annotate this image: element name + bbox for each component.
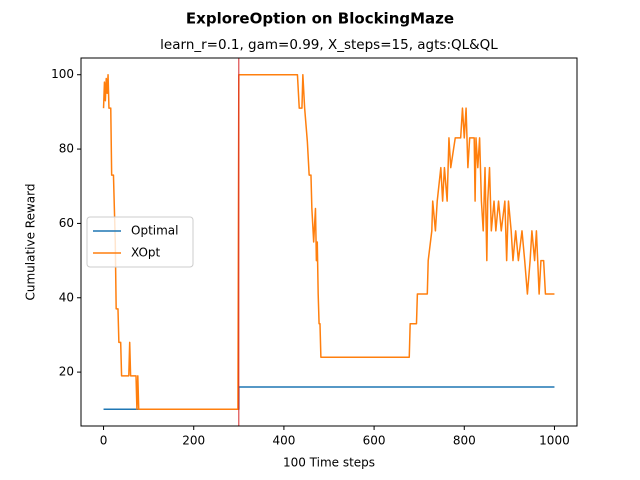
axes-frame [80,57,578,427]
x-tick-label: 600 [363,434,386,448]
series-line [102,73,555,411]
series-line [103,386,555,411]
legend-label: XOpt [131,246,161,260]
y-tick-label: 80 [59,142,74,156]
y-axis-label: Cumulative Reward [24,184,38,301]
chart-subtitle: learn_r=0.1, gam=0.99, X_steps=15, agts:… [160,37,498,53]
x-tick-label: 200 [182,434,205,448]
legend-label: Optimal [131,224,178,238]
y-tick-label: 20 [59,365,74,379]
legend-box [86,216,194,268]
x-tick-label: 400 [272,434,295,448]
y-tick-label: 40 [59,290,74,304]
chart-title: ExploreOption on BlockingMaze [186,10,454,28]
x-tick-label: 0 [100,434,108,448]
x-axis-label: 100 Time steps [283,456,375,470]
y-tick-label: 60 [59,216,74,230]
y-tick-label: 100 [51,67,74,81]
x-tick-label: 800 [453,434,476,448]
x-tick-label: 1000 [539,434,570,448]
